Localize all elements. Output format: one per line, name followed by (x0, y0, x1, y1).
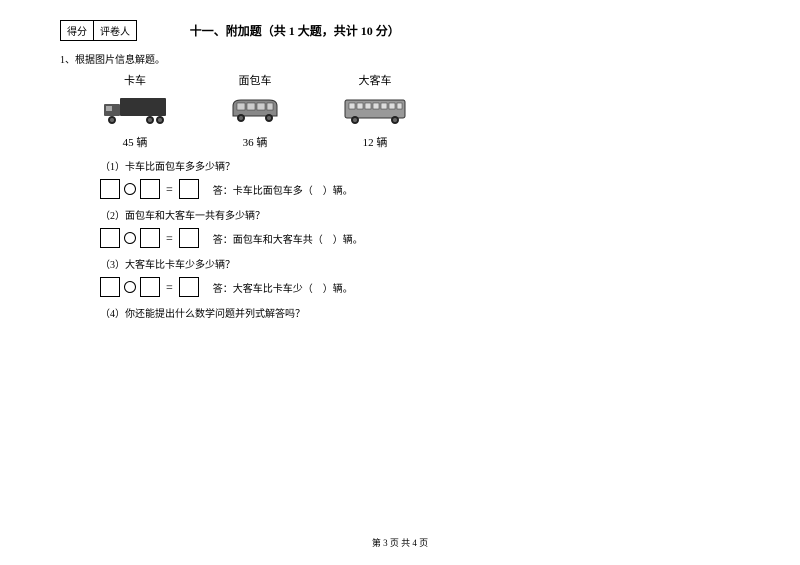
eq-operator[interactable] (124, 183, 136, 195)
vehicles-row: 卡车 45 辆 面包车 (100, 72, 740, 150)
question-4: （4）你还能提出什么数学问题并列式解答吗？ (100, 305, 740, 320)
equation-2: = 答：面包车和大客车共（ ）辆。 (100, 228, 740, 248)
eq-equals: = (166, 231, 173, 246)
question-3: （3）大客车比卡车少多少辆？ (100, 256, 740, 271)
page-footer: 第 3 页 共 4 页 (0, 536, 800, 549)
answer-2: 答：面包车和大客车共（ ）辆。 (213, 231, 363, 246)
truck-icon (100, 94, 170, 126)
van-icon (220, 94, 290, 126)
van-count: 36 辆 (243, 134, 268, 150)
question-1: （1）卡车比面包车多多少辆？ (100, 158, 740, 173)
bus-count: 12 辆 (363, 134, 388, 150)
bus-icon (340, 94, 410, 126)
eq-operator[interactable] (124, 232, 136, 244)
van-label: 面包车 (239, 72, 272, 88)
truck-count: 45 辆 (123, 134, 148, 150)
eq-box[interactable] (179, 179, 199, 199)
answer-1: 答：卡车比面包车多（ ）辆。 (213, 182, 353, 197)
score-cell-reviewer: 评卷人 (94, 21, 136, 40)
eq-box[interactable] (140, 179, 160, 199)
vehicle-van: 面包车 36 辆 (220, 72, 290, 150)
truck-label: 卡车 (124, 72, 146, 88)
question-intro: 1、根据图片信息解题。 (60, 51, 740, 66)
eq-operator[interactable] (124, 281, 136, 293)
eq-box[interactable] (140, 277, 160, 297)
eq-box[interactable] (100, 277, 120, 297)
eq-box[interactable] (140, 228, 160, 248)
eq-box[interactable] (100, 228, 120, 248)
eq-equals: = (166, 182, 173, 197)
eq-box[interactable] (179, 228, 199, 248)
vehicle-bus: 大客车 12 辆 (340, 72, 410, 150)
score-cell-score: 得分 (61, 21, 94, 40)
equation-3: = 答：大客车比卡车少（ ）辆。 (100, 277, 740, 297)
vehicle-truck: 卡车 45 辆 (100, 72, 170, 150)
question-2: （2）面包车和大客车一共有多少辆？ (100, 207, 740, 222)
score-table: 得分 评卷人 (60, 20, 137, 41)
equation-1: = 答：卡车比面包车多（ ）辆。 (100, 179, 740, 199)
eq-equals: = (166, 280, 173, 295)
answer-3: 答：大客车比卡车少（ ）辆。 (213, 280, 353, 295)
eq-box[interactable] (179, 277, 199, 297)
eq-box[interactable] (100, 179, 120, 199)
section-title: 十一、附加题（共 1 大题，共计 10 分） (190, 22, 400, 39)
bus-label: 大客车 (359, 72, 392, 88)
